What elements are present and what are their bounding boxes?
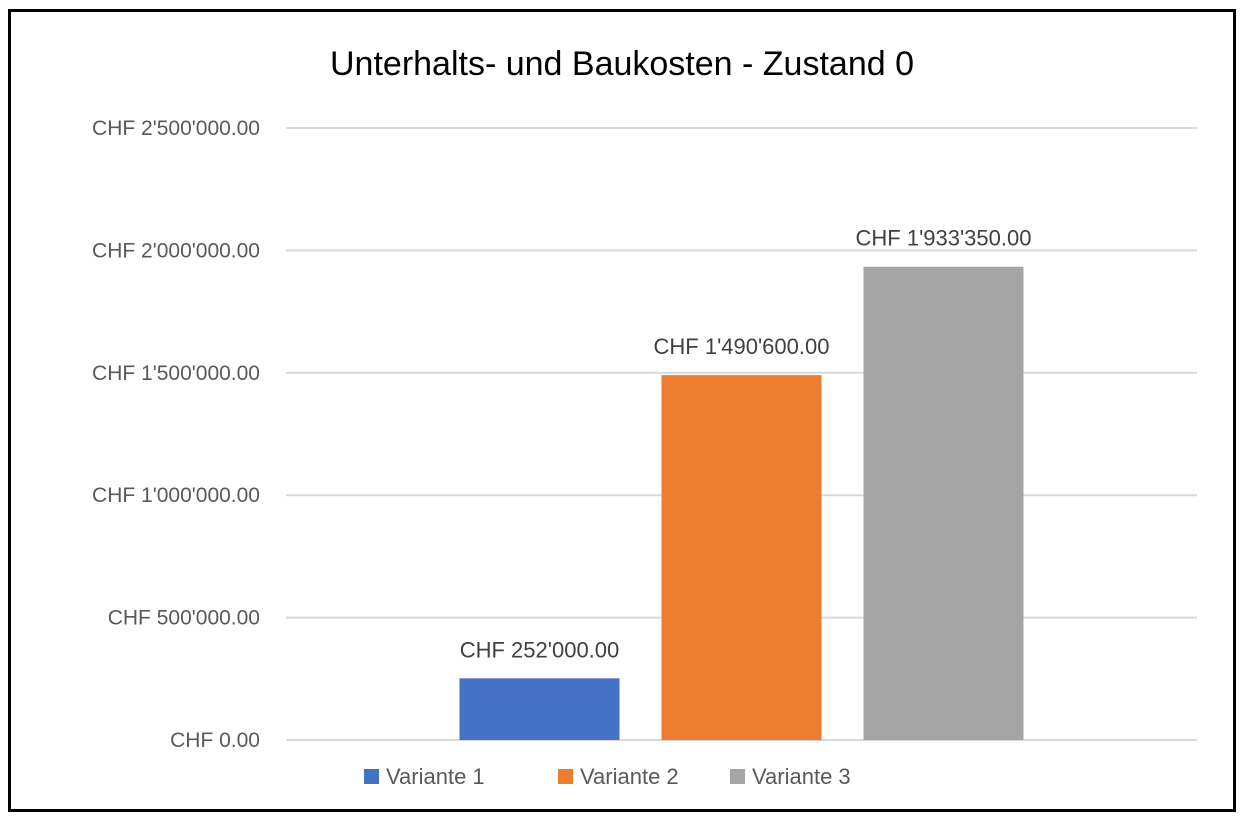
data-label-1: CHF 252'000.00	[460, 637, 620, 662]
y-tick-label: CHF 0.00	[170, 729, 260, 752]
legend-label-1: Variante 1	[386, 764, 485, 789]
y-tick-label: CHF 2'000'000.00	[92, 239, 260, 262]
legend-label-2: Variante 2	[580, 764, 679, 789]
bars	[459, 266, 1024, 740]
data-label-2: CHF 1'490'600.00	[654, 334, 830, 359]
legend-swatch-3	[730, 769, 745, 784]
y-tick-label: CHF 1'500'000.00	[92, 362, 260, 385]
bar-2	[661, 375, 822, 740]
y-tick-label: CHF 2'500'000.00	[92, 117, 260, 140]
data-label-3: CHF 1'933'350.00	[856, 226, 1032, 251]
y-tick-label: CHF 500'000.00	[108, 607, 260, 630]
data-labels: CHF 252'000.00 CHF 1'490'600.00 CHF 1'933'…	[460, 226, 1032, 663]
legend-swatch-1	[364, 769, 379, 784]
y-axis-tick-labels: CHF 0.00 CHF 500'000.00 CHF 1'000'000.00 CH…	[92, 117, 260, 752]
bar-3	[863, 266, 1024, 740]
legend-swatch-2	[558, 769, 573, 784]
legend-label-3: Variante 3	[752, 764, 851, 789]
legend: Variante 1 Variante 2 Variante 3	[364, 764, 851, 789]
bar-1	[459, 678, 620, 740]
chart-frame: Unterhalts- und Baukosten - Zustand 0 CH…	[8, 9, 1236, 812]
bar-chart: Unterhalts- und Baukosten - Zustand 0 CH…	[92, 45, 1197, 789]
chart-title: Unterhalts- und Baukosten - Zustand 0	[330, 45, 914, 83]
y-tick-label: CHF 1'000'000.00	[92, 484, 260, 507]
